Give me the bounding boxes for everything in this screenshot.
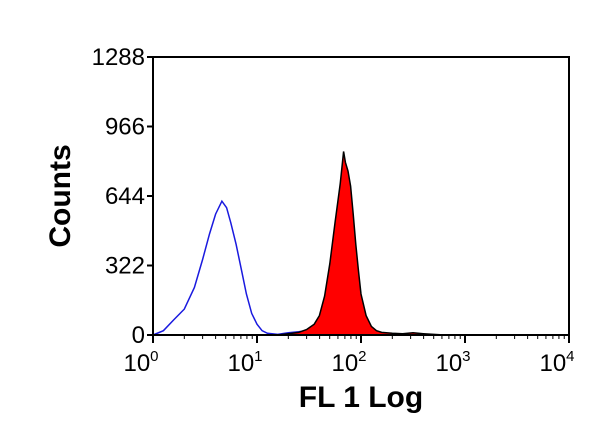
y-tick-label: 0 (132, 322, 145, 349)
x-tick-label: 102 (331, 348, 366, 377)
x-tick-label: 103 (435, 348, 470, 377)
x-tick-label: 104 (539, 348, 574, 377)
series-filled-histogram (277, 151, 445, 336)
y-tick-label: 644 (105, 183, 145, 210)
x-tick-label: 101 (227, 348, 262, 377)
y-tick-label: 322 (105, 253, 145, 280)
y-tick-label: 1288 (92, 44, 145, 71)
y-tick-label: 966 (105, 114, 145, 141)
y-axis-label: Counts (44, 144, 77, 247)
y-axis-ticks: 0 322 644 966 1288 (92, 44, 153, 349)
x-axis-ticks: 100 101 102 103 104 (123, 335, 575, 377)
x-axis-label: FL 1 Log (299, 381, 423, 414)
x-tick-label: 100 (123, 348, 158, 377)
series-layer (152, 151, 445, 336)
